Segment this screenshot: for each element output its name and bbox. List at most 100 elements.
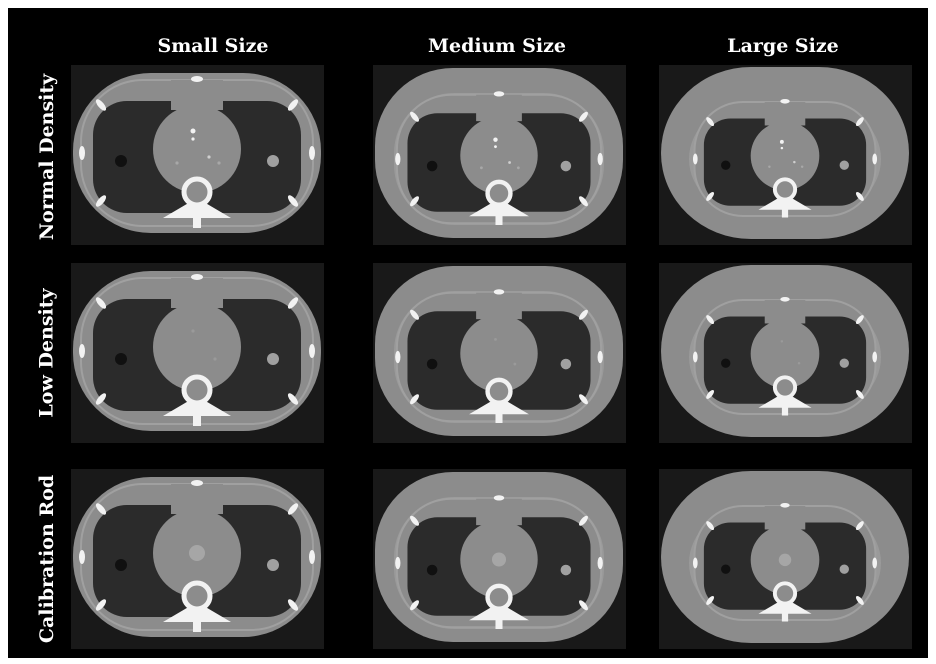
calibration-rod <box>778 553 792 567</box>
calibration-rod <box>491 552 507 567</box>
heart-insert-1 <box>190 128 196 134</box>
rib-1 <box>872 153 878 165</box>
figure-grid: Small Size Medium Size Large Size Normal… <box>8 8 928 658</box>
mediastinum <box>476 94 522 122</box>
rib-1 <box>597 350 603 364</box>
rib-5 <box>287 599 299 611</box>
rib-5 <box>287 195 299 207</box>
rib-5 <box>579 600 588 611</box>
rib-3 <box>579 515 588 526</box>
calibration-rod <box>189 545 205 561</box>
right-lung-insert <box>560 160 572 172</box>
rib-3 <box>579 111 588 122</box>
spine-process <box>193 602 201 632</box>
rib-0 <box>395 152 401 166</box>
rib-3 <box>287 99 299 111</box>
rib-0 <box>395 556 401 570</box>
vertebra <box>772 177 798 202</box>
heart-insert-3 <box>793 160 796 164</box>
rib-6 <box>191 76 203 82</box>
rib-2 <box>410 309 419 320</box>
spine-process <box>495 396 503 423</box>
rib-3 <box>855 315 864 325</box>
mediastinum <box>476 498 522 526</box>
rib-2 <box>706 315 715 325</box>
phantom-panel-low-density-medium-size <box>373 263 626 443</box>
mediastinum <box>764 102 806 126</box>
rib-2 <box>706 521 715 531</box>
rib-4 <box>95 195 107 207</box>
phantom-image <box>73 271 321 431</box>
left-lung-insert <box>115 155 127 167</box>
row-header-normal-density: Normal Density <box>27 67 67 247</box>
heart-insert-3 <box>207 155 211 159</box>
rib-6 <box>493 91 505 97</box>
rib-4 <box>410 600 419 611</box>
rib-5 <box>855 595 864 605</box>
heart-insert-2 <box>494 145 497 149</box>
rib-0 <box>692 557 698 569</box>
rib-6 <box>780 502 790 508</box>
spine-process <box>781 392 789 416</box>
rib-3 <box>579 309 588 320</box>
rib-2 <box>95 99 107 111</box>
phantom-image <box>375 472 623 642</box>
rib-6 <box>780 296 790 302</box>
mediastinum <box>764 506 806 530</box>
phantom-panel-calibration-rod-medium-size <box>373 469 626 649</box>
heart-insert-2 <box>191 137 195 141</box>
vertebra <box>485 377 513 405</box>
right-lung-insert <box>560 358 572 370</box>
heart-insert-1 <box>780 340 784 343</box>
mediastinum <box>764 300 806 324</box>
heart-insert-5 <box>800 165 804 169</box>
heart-insert-4 <box>175 161 179 165</box>
vertebra <box>181 176 213 208</box>
rib-6 <box>191 274 203 280</box>
heart-insert-1 <box>494 337 497 341</box>
vertebra <box>181 374 213 406</box>
heart <box>153 105 241 193</box>
row-header-calibration-rod: Calibration Rod <box>27 469 67 649</box>
rib-0 <box>79 146 85 160</box>
heart-insert-2 <box>213 357 217 361</box>
rib-2 <box>410 515 419 526</box>
rib-5 <box>579 196 588 207</box>
vertebra <box>485 179 513 207</box>
rib-0 <box>692 351 698 363</box>
heart <box>460 116 538 195</box>
phantom-panel-normal-density-large-size <box>659 65 912 245</box>
rib-6 <box>493 289 505 295</box>
phantom-image <box>661 471 909 643</box>
rib-2 <box>95 297 107 309</box>
rib-0 <box>692 153 698 165</box>
spine-process <box>495 198 503 225</box>
right-lung-insert <box>267 353 279 365</box>
heart-insert-4 <box>768 165 771 169</box>
spine-process <box>781 598 789 622</box>
rib-4 <box>410 394 419 405</box>
row-header-normal-density-label: Normal Density <box>36 73 59 241</box>
phantom-image <box>73 477 321 637</box>
right-lung-insert <box>560 564 572 576</box>
right-lung-insert <box>839 564 849 574</box>
heart <box>750 121 820 191</box>
heart <box>750 319 820 389</box>
left-lung-insert <box>426 358 438 370</box>
rib-4 <box>95 393 107 405</box>
phantom-image <box>375 266 623 436</box>
rib-3 <box>855 117 864 127</box>
column-header-small: Small Size <box>157 35 269 57</box>
spine-process <box>193 396 201 426</box>
rib-6 <box>780 98 790 104</box>
heart-insert-5 <box>217 161 221 165</box>
right-lung-insert <box>267 559 279 571</box>
vertebra <box>181 580 213 612</box>
rib-5 <box>579 394 588 405</box>
right-lung-insert <box>839 358 849 368</box>
phantom-image <box>73 73 321 233</box>
spine-process <box>781 194 789 218</box>
column-header-large: Large Size <box>727 35 839 57</box>
rib-1 <box>309 146 315 160</box>
heart-insert-2 <box>780 146 784 150</box>
